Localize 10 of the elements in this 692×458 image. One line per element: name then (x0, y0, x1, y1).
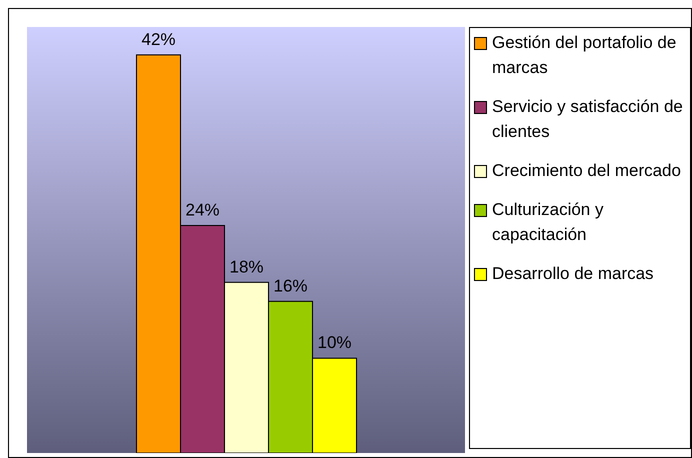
legend-label: Crecimiento del mercado (492, 160, 681, 182)
data-label: 18% (229, 257, 264, 276)
data-label: 42% (141, 30, 176, 49)
data-label: 10% (317, 333, 352, 352)
legend-label: Culturización y capacitación (492, 199, 604, 246)
data-label: 16% (273, 276, 308, 296)
legend-label: Gestión del portafolio de marcas (492, 32, 678, 79)
legend-label: Desarrollo de marcas (492, 263, 654, 285)
data-label: 24% (185, 200, 220, 220)
legend-label: Servicio y satisfacción de clientes (492, 96, 684, 143)
